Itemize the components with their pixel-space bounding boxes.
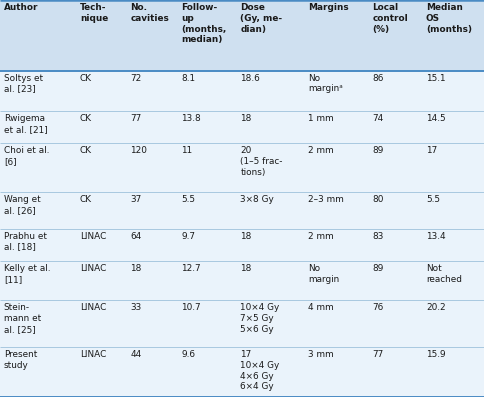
Text: Kelly et al.
[11]: Kelly et al. [11] bbox=[4, 264, 50, 284]
Text: 33: 33 bbox=[131, 303, 142, 312]
Text: Prabhu et
al. [18]: Prabhu et al. [18] bbox=[4, 232, 47, 252]
Text: 10×4 Gy
7×5 Gy
5×6 Gy: 10×4 Gy 7×5 Gy 5×6 Gy bbox=[240, 303, 279, 334]
Text: 64: 64 bbox=[131, 232, 142, 241]
Bar bbox=[0, 111, 484, 143]
Bar bbox=[0, 143, 484, 192]
Bar bbox=[0, 192, 484, 229]
Text: 9.7: 9.7 bbox=[181, 232, 195, 241]
Text: Not
reached: Not reached bbox=[426, 264, 462, 284]
Text: 5.5: 5.5 bbox=[426, 195, 440, 204]
Text: 9.6: 9.6 bbox=[181, 350, 195, 359]
Text: 20.2: 20.2 bbox=[426, 303, 446, 312]
Text: 2 mm: 2 mm bbox=[308, 146, 333, 155]
Text: 17: 17 bbox=[426, 146, 437, 155]
Text: Margins: Margins bbox=[308, 3, 348, 12]
Text: 89: 89 bbox=[373, 264, 384, 273]
Text: 2–3 mm: 2–3 mm bbox=[308, 195, 344, 204]
Text: 18: 18 bbox=[240, 264, 252, 273]
Text: CK: CK bbox=[80, 114, 92, 123]
Text: Tech-
nique: Tech- nique bbox=[80, 3, 108, 23]
Text: Present
study: Present study bbox=[4, 350, 37, 370]
Text: 86: 86 bbox=[373, 74, 384, 83]
Text: 80: 80 bbox=[373, 195, 384, 204]
Text: 83: 83 bbox=[373, 232, 384, 241]
Text: 18: 18 bbox=[240, 232, 252, 241]
Text: 72: 72 bbox=[131, 74, 142, 83]
Bar bbox=[0, 229, 484, 261]
Text: CK: CK bbox=[80, 74, 92, 83]
Text: Rwigema
et al. [21]: Rwigema et al. [21] bbox=[4, 114, 47, 134]
Text: 15.1: 15.1 bbox=[426, 74, 446, 83]
Text: No
margin: No margin bbox=[308, 264, 339, 284]
Text: 18: 18 bbox=[131, 264, 142, 273]
Text: Follow-
up
(months,
median): Follow- up (months, median) bbox=[181, 3, 227, 44]
Bar bbox=[0, 347, 484, 397]
Text: 77: 77 bbox=[131, 114, 142, 123]
Text: 13.8: 13.8 bbox=[181, 114, 201, 123]
Text: 18: 18 bbox=[240, 114, 252, 123]
Text: 14.5: 14.5 bbox=[426, 114, 446, 123]
Text: 10.7: 10.7 bbox=[181, 303, 201, 312]
Text: Local
control
(%): Local control (%) bbox=[373, 3, 408, 34]
Text: 13.4: 13.4 bbox=[426, 232, 446, 241]
Text: LINAC: LINAC bbox=[80, 350, 106, 359]
Text: 17
10×4 Gy
4×6 Gy
6×4 Gy: 17 10×4 Gy 4×6 Gy 6×4 Gy bbox=[240, 350, 279, 391]
Text: Author: Author bbox=[4, 3, 38, 12]
Text: 37: 37 bbox=[131, 195, 142, 204]
Text: 15.9: 15.9 bbox=[426, 350, 446, 359]
Bar bbox=[0, 0, 484, 71]
Text: Soltys et
al. [23]: Soltys et al. [23] bbox=[4, 74, 43, 93]
Text: LINAC: LINAC bbox=[80, 232, 106, 241]
Text: 3×8 Gy: 3×8 Gy bbox=[240, 195, 274, 204]
Text: 44: 44 bbox=[131, 350, 142, 359]
Text: 74: 74 bbox=[373, 114, 384, 123]
Text: Stein-
mann et
al. [25]: Stein- mann et al. [25] bbox=[4, 303, 41, 334]
Text: No
marginᵃ: No marginᵃ bbox=[308, 74, 343, 93]
Text: 11: 11 bbox=[181, 146, 193, 155]
Text: 120: 120 bbox=[131, 146, 147, 155]
Text: Wang et
al. [26]: Wang et al. [26] bbox=[4, 195, 41, 215]
Text: CK: CK bbox=[80, 146, 92, 155]
Text: 8.1: 8.1 bbox=[181, 74, 195, 83]
Text: No.
cavities: No. cavities bbox=[131, 3, 169, 23]
Text: 1 mm: 1 mm bbox=[308, 114, 333, 123]
Text: CK: CK bbox=[80, 195, 92, 204]
Text: 89: 89 bbox=[373, 146, 384, 155]
Text: 5.5: 5.5 bbox=[181, 195, 195, 204]
Text: 18.6: 18.6 bbox=[240, 74, 260, 83]
Bar bbox=[0, 300, 484, 347]
Text: 4 mm: 4 mm bbox=[308, 303, 333, 312]
Text: 12.7: 12.7 bbox=[181, 264, 201, 273]
Text: 3 mm: 3 mm bbox=[308, 350, 333, 359]
Text: LINAC: LINAC bbox=[80, 264, 106, 273]
Text: LINAC: LINAC bbox=[80, 303, 106, 312]
Text: Median
OS
(months): Median OS (months) bbox=[426, 3, 472, 34]
Bar bbox=[0, 71, 484, 111]
Text: Dose
(Gy, me-
dian): Dose (Gy, me- dian) bbox=[240, 3, 282, 34]
Text: 2 mm: 2 mm bbox=[308, 232, 333, 241]
Text: 77: 77 bbox=[373, 350, 384, 359]
Bar bbox=[0, 261, 484, 300]
Text: Choi et al.
[6]: Choi et al. [6] bbox=[4, 146, 49, 166]
Text: 20
(1–5 frac-
tions): 20 (1–5 frac- tions) bbox=[240, 146, 283, 177]
Text: 76: 76 bbox=[373, 303, 384, 312]
